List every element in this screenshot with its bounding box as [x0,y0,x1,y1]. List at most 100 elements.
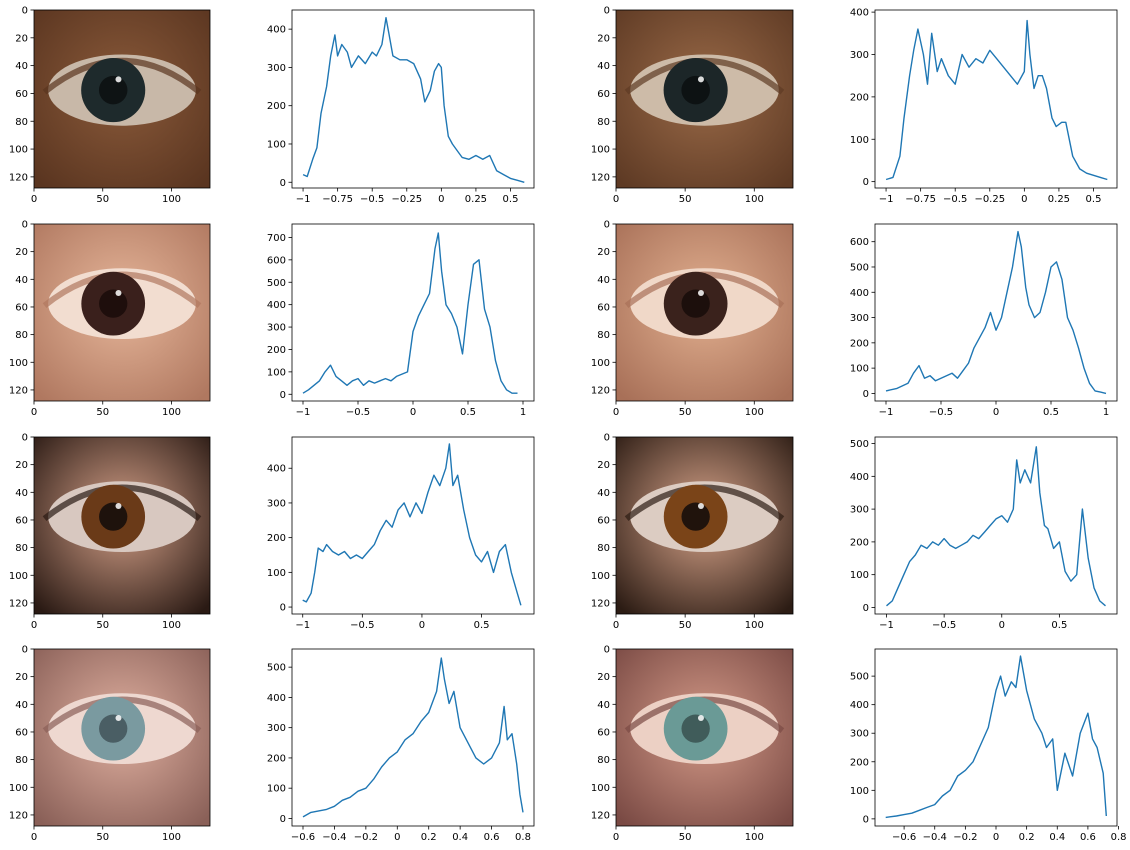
subplot-r3-c3: 0 50 100 0 20 40 60 80 100 120 [591,433,794,631]
subplot-r1-c1: 0 50 100 0 20 40 60 80 100 120 [9,6,211,205]
x-tick-label: 0.5 [503,194,519,205]
x-tick-label: −0.6 [892,832,916,843]
y-tick-label: 600 [850,237,869,248]
y-tick-label: 0 [22,433,28,444]
x-tick-label: −0.6 [291,832,315,843]
x-tick-label: 100 [162,620,181,631]
y-tick-label: 40 [597,488,610,499]
y-tick-label: 300 [267,498,286,509]
eye-image [616,649,793,826]
y-tick-label: 100 [267,784,286,795]
axes-frame [874,648,1118,827]
y-tick-label: 80 [15,330,28,341]
x-tick-label: 50 [96,832,109,843]
x-tick-label: 0 [613,407,619,418]
x-tick-label: 100 [745,620,764,631]
y-tick-label: 40 [15,488,28,499]
y-tick-label: 40 [597,275,610,286]
y-tick-label: 300 [850,313,869,324]
y-tick-label: 0 [604,220,610,231]
x-tick-label: 0.2 [421,832,437,843]
y-tick-label: 500 [850,439,869,450]
y-tick-label: 80 [15,543,28,554]
y-tick-label: 0 [863,389,869,400]
y-tick-label: 60 [597,89,610,100]
y-tick-label: 0 [280,603,286,614]
eye-highlight [115,76,122,83]
x-tick-label: 100 [162,832,181,843]
subplot-r1-c4: −1 −0.75 −0.5 −0.25 0 0.25 0.5 0 100 200 300 400 [850,8,1118,205]
y-tick-label: 500 [850,672,869,683]
y-tick-label: 80 [15,117,28,128]
x-tick-label: 100 [162,407,181,418]
subplot-r2-c4: −1 −0.5 0 0.5 1 0 100 200 300 400 500 600 [850,223,1118,418]
x-tick-label: 0.25 [1048,194,1070,205]
histogram-series-line [886,446,1106,607]
x-tick-label: 0 [438,194,444,205]
x-tick-label: 0.6 [1080,832,1096,843]
x-tick-label: 0.4 [452,832,468,843]
y-tick-label: 120 [9,598,28,609]
x-tick-label: 0.8 [515,832,531,843]
axes-frame [874,9,1118,189]
y-tick-label: 0 [22,220,28,231]
y-tick-label: 100 [850,135,869,146]
axes-frame [291,223,535,402]
y-tick-label: 500 [267,278,286,289]
x-tick-label: −0.2 [354,832,378,843]
x-tick-label: −0.25 [974,194,1005,205]
axes-frame [615,436,794,615]
y-tick-label: 120 [9,172,28,183]
y-tick-label: 0 [280,390,286,401]
x-tick-label: −0.75 [905,194,936,205]
x-tick-label: −0.5 [360,194,384,205]
y-tick-label: 20 [597,460,610,471]
x-tick-label: −0.25 [391,194,422,205]
y-tick-label: 100 [850,364,869,375]
y-tick-label: 100 [591,571,610,582]
y-tick-label: 400 [850,8,869,19]
y-tick-label: 120 [591,172,610,183]
y-tick-label: 100 [9,145,28,156]
y-tick-label: 100 [267,139,286,150]
histogram-series-line [302,232,518,394]
axes-frame [874,436,1118,615]
x-tick-label: −1 [296,194,311,205]
axes-frame [33,9,211,189]
y-tick-label: 40 [15,275,28,286]
x-tick-label: 100 [162,194,181,205]
y-tick-label: 60 [597,302,610,313]
eye-highlight [697,715,704,722]
y-tick-label: 100 [9,783,28,794]
y-tick-label: 0 [863,177,869,188]
x-tick-label: 50 [96,620,109,631]
x-tick-label: −1 [296,407,311,418]
y-tick-label: 300 [850,505,869,516]
y-tick-label: 400 [850,700,869,711]
y-tick-label: 100 [591,145,610,156]
x-tick-label: 0 [999,620,1005,631]
eye-pupil [681,502,710,531]
y-tick-label: 0 [604,433,610,444]
eye-image [34,437,210,614]
y-tick-label: 400 [267,693,286,704]
eye-highlight [115,503,122,510]
y-tick-label: 20 [15,33,28,44]
y-tick-label: 60 [15,727,28,738]
x-tick-label: −0.5 [346,407,370,418]
histogram-series-line [885,655,1107,819]
y-tick-label: 40 [597,700,610,711]
y-tick-label: 700 [267,233,286,244]
x-tick-label: 100 [745,407,764,418]
subplot-r1-c3: 0 50 100 0 20 40 60 80 100 120 [591,6,794,205]
y-tick-label: 200 [850,757,869,768]
x-tick-label: 0 [613,620,619,631]
y-tick-label: 300 [850,729,869,740]
y-tick-label: 200 [850,338,869,349]
subplot-r1-c2: −1 −0.75 −0.5 −0.25 0 0.25 0.5 0 100 200 300 400 [267,9,535,205]
y-tick-label: 0 [604,645,610,656]
x-tick-label: 0.6 [484,832,500,843]
y-tick-label: 100 [267,367,286,378]
x-tick-label: −0.4 [923,832,947,843]
subplot-r3-c2: −1 −0.5 0 0.5 0 100 200 300 400 [267,436,535,631]
